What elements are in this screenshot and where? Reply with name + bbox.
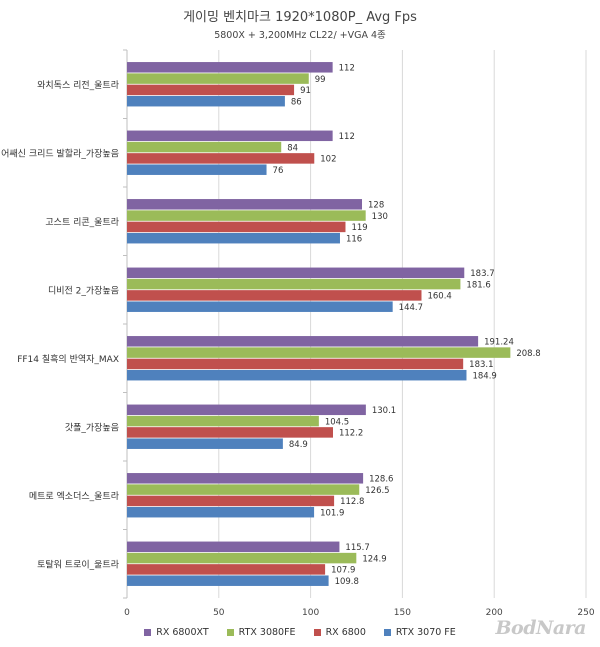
- data-label: 183.7: [470, 269, 494, 279]
- legend-label-rx6800xt: RX 6800XT: [156, 627, 209, 638]
- legend-label-rtx3080fe: RTX 3080FE: [238, 627, 296, 638]
- category-label: 와치독스 리전_울트라: [37, 79, 120, 91]
- x-tick-label: 0: [124, 608, 130, 618]
- bar: [127, 210, 366, 221]
- data-label: 160.4: [427, 292, 451, 302]
- x-tick-label: 150: [394, 608, 411, 618]
- x-tick-label: 50: [213, 608, 225, 618]
- bar: [127, 267, 465, 279]
- bar: [127, 473, 364, 484]
- category-label: 메트로 엑소더스_울트라: [29, 490, 120, 502]
- legend-swatch-rtx3080fe: [226, 629, 234, 636]
- bar: [127, 506, 315, 518]
- bar: [127, 415, 319, 427]
- bar: [127, 232, 340, 244]
- legend-label-rx6800: RX 6800: [325, 627, 366, 638]
- bar: [127, 84, 295, 96]
- data-label: 101.9: [320, 508, 344, 518]
- data-label: 112.8: [340, 497, 364, 507]
- data-label: 99: [315, 75, 326, 85]
- chart-title: 게이밍 벤치마크 1920*1080P_ Avg Fps: [183, 10, 417, 25]
- category-label: FF14 칠흑의 반역자_MAX: [17, 353, 119, 365]
- legend-label-rtx3070fe: RTX 3070 FE: [395, 627, 456, 638]
- x-tick-label: 250: [577, 608, 594, 618]
- bar: [127, 484, 360, 495]
- bar: [127, 290, 422, 301]
- data-label: 124.9: [362, 554, 386, 564]
- bar: [127, 427, 333, 438]
- bar: [127, 347, 511, 358]
- category-label: 토탈워 트로이_울트라: [37, 559, 120, 570]
- data-label: 144.7: [399, 303, 423, 313]
- legend-swatch-rtx3070fe: [383, 629, 391, 636]
- bar: [127, 495, 335, 507]
- legend-swatch-rx6800: [313, 629, 321, 636]
- data-label: 91: [300, 86, 311, 96]
- data-label: 112: [339, 64, 355, 74]
- data-label: 126.5: [365, 486, 389, 496]
- legend-item-rx6800: RX 6800: [313, 627, 366, 638]
- legend: RX 6800XT RTX 3080FE RX 6800 RTX 3070 FE: [0, 627, 600, 638]
- legend-swatch-rx6800xt: [144, 629, 152, 636]
- bar: [127, 404, 366, 416]
- data-label: 208.8: [516, 349, 540, 359]
- data-label: 181.6: [466, 280, 490, 290]
- data-label: 183.1: [469, 360, 493, 370]
- data-label: 184.9: [472, 371, 496, 381]
- bar: [127, 62, 333, 73]
- x-tick-label: 200: [486, 608, 503, 618]
- data-label: 86: [291, 97, 302, 107]
- bar: [127, 164, 267, 175]
- data-label: 130.1: [372, 406, 396, 416]
- data-label: 84: [287, 143, 298, 153]
- bodnara-watermark-logo: BodNara: [495, 617, 586, 639]
- bar: [127, 552, 357, 564]
- data-label: 109.8: [335, 577, 359, 587]
- data-label: 112: [339, 132, 355, 142]
- legend-item-rtx3070fe: RTX 3070 FE: [383, 627, 456, 638]
- category-label: 어쌔신 크리드 발할라_가장높음: [1, 148, 119, 159]
- data-label: 102: [320, 155, 336, 165]
- bar: [127, 336, 479, 347]
- data-label: 191.24: [484, 338, 514, 348]
- bar: [127, 130, 333, 142]
- data-label: 128.6: [369, 475, 393, 485]
- bar: [127, 73, 309, 84]
- data-label: 107.9: [331, 566, 355, 576]
- bar: [127, 221, 346, 233]
- x-tick-label: 100: [302, 608, 319, 618]
- bar: [127, 358, 464, 370]
- category-label: 고스트 리콘_울트라: [45, 217, 119, 228]
- bar: [127, 575, 329, 586]
- legend-item-rx6800xt: RX 6800XT: [144, 627, 209, 638]
- data-label: 119: [351, 223, 367, 233]
- legend-item-rtx3080fe: RTX 3080FE: [226, 627, 296, 638]
- bar: [127, 369, 467, 381]
- bar: [127, 301, 393, 312]
- bar: [127, 95, 285, 107]
- category-label: 갓폴_가장높음: [65, 422, 119, 433]
- data-label: 115.7: [345, 543, 369, 553]
- data-label: 128: [368, 201, 384, 211]
- data-label: 130: [372, 212, 388, 222]
- data-label: 104.5: [325, 417, 349, 427]
- data-label: 76: [273, 166, 284, 176]
- data-label: 84.9: [289, 440, 308, 450]
- bar: [127, 438, 283, 449]
- bar: [127, 141, 282, 153]
- bar: [127, 541, 340, 553]
- data-label: 112.2: [339, 429, 363, 439]
- bar: [127, 278, 461, 290]
- bar: [127, 199, 363, 210]
- chart-subtitle: 5800X + 3,200MHz CL22/ +VGA 4종: [214, 30, 386, 41]
- bar: [127, 153, 315, 164]
- data-label: 116: [346, 234, 362, 244]
- bar: [127, 564, 326, 575]
- category-label: 디비전 2_가장높음: [48, 285, 119, 296]
